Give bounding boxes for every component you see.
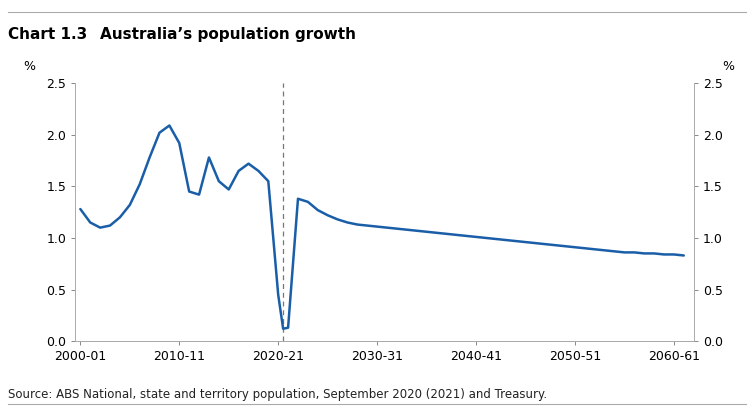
Text: %: % — [23, 60, 35, 73]
Text: Chart 1.3: Chart 1.3 — [8, 27, 87, 42]
Text: %: % — [722, 60, 734, 73]
Text: Source: ABS National, state and territory population, September 2020 (2021) and : Source: ABS National, state and territor… — [8, 389, 547, 401]
Text: Australia’s population growth: Australia’s population growth — [79, 27, 356, 42]
